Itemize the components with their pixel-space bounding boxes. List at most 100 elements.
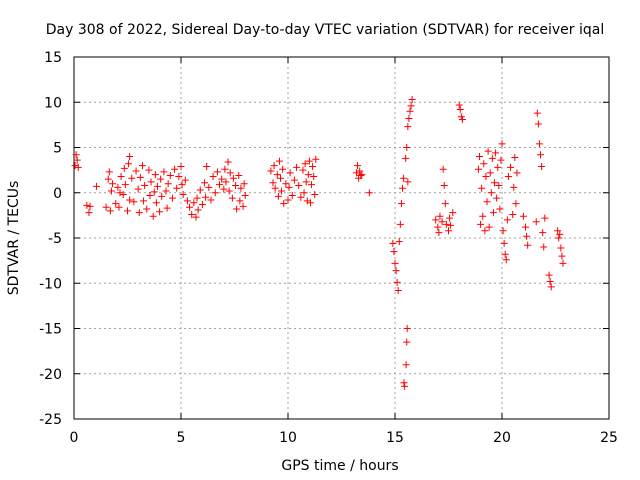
data-point [153,182,161,190]
data-point [121,181,129,189]
data-point [406,107,414,115]
x-tick-label: 0 [70,430,79,446]
x-axis-label: GPS time / hours [281,458,398,474]
data-point [143,205,151,213]
data-point [303,197,311,205]
data-point [157,175,165,183]
data-point [482,172,490,180]
data-point [533,109,541,117]
data-point [558,252,566,260]
data-point [297,193,305,201]
data-point [404,123,412,131]
data-points [71,96,567,390]
data-point [173,184,181,192]
data-point [522,223,530,231]
data-point [117,172,125,180]
data-point [151,171,159,179]
data-point [304,171,312,179]
data-point [449,209,457,217]
data-point [455,101,463,109]
data-point [500,239,508,247]
data-point [539,229,547,237]
data-point [158,192,166,200]
data-point [391,259,399,267]
data-point [134,185,142,193]
data-point [559,259,567,267]
data-point [285,183,293,191]
data-point [436,212,444,220]
axis-ticks [73,56,610,420]
data-point [309,163,317,171]
data-point [277,174,285,182]
data-point [509,210,517,218]
data-point [456,105,464,113]
data-point [486,169,494,177]
data-point [446,214,454,222]
data-point [240,180,248,188]
data-point [279,165,287,173]
data-point [190,199,198,207]
y-tick-label: 10 [44,95,62,111]
data-point [162,187,170,195]
data-point [72,151,80,159]
data-point [177,163,185,171]
data-point [398,184,406,192]
data-point [222,178,230,186]
data-point [445,227,452,235]
data-point [293,163,301,171]
x-tick-label: 15 [386,430,404,446]
data-point [102,203,110,211]
data-point [104,175,112,183]
data-point [494,163,502,171]
x-tick-labels: 0 5 10 15 20 25 [70,430,618,446]
data-point [442,220,450,228]
data-point [216,181,224,189]
data-point [356,167,364,175]
data-point [540,243,548,251]
data-point [495,182,503,190]
data-point [146,191,154,199]
data-point [397,200,405,208]
data-point [270,162,278,170]
data-point [124,207,131,215]
data-point [160,168,168,176]
data-point [120,164,128,172]
y-axis-label: SDTVAR / TECUs [6,181,22,296]
data-point [312,155,320,163]
data-point [125,160,133,168]
data-point [405,115,413,123]
data-point [510,183,518,191]
data-point [114,183,122,191]
data-point [299,166,307,174]
data-point [498,140,506,148]
data-point [86,202,94,210]
data-point [178,181,186,189]
data-point [164,180,172,188]
data-point [163,204,171,212]
data-point [513,169,521,177]
data-point [401,382,409,390]
data-point [225,187,233,195]
data-point [218,175,226,183]
data-point [402,154,410,162]
data-point [537,151,545,159]
data-point [135,209,143,217]
data-point [183,197,191,205]
data-point [554,227,562,235]
data-point [532,218,540,226]
data-point [126,153,134,161]
data-point [211,189,219,197]
data-point [535,140,543,148]
data-point [188,210,196,218]
data-point [502,256,510,264]
data-point [478,184,486,192]
data-point [278,187,286,195]
data-point [408,96,416,104]
data-point [441,200,449,208]
data-point [496,205,504,213]
data-point [85,209,93,217]
data-point [282,180,290,188]
data-point [295,182,303,190]
data-point [147,178,155,186]
data-point [207,196,215,204]
